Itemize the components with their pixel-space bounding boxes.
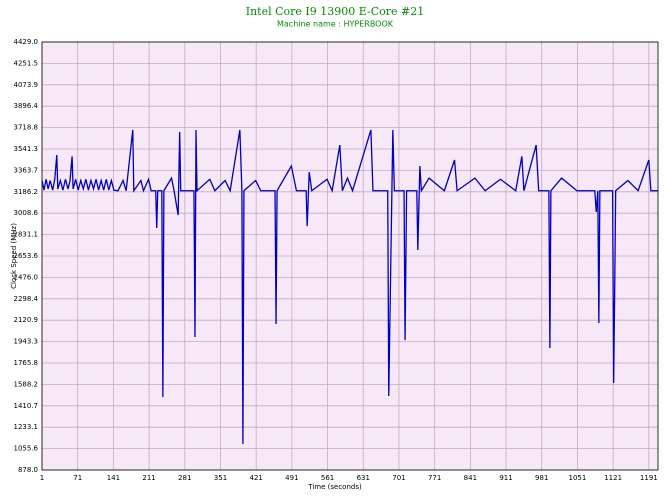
x-tick-label: 1 bbox=[40, 474, 44, 482]
y-tick-label: 3008.6 bbox=[14, 209, 39, 217]
chart-subtitle: Machine name : HYPERBOOK bbox=[277, 20, 394, 29]
y-tick-label: 1233.1 bbox=[14, 423, 39, 431]
x-axis-label: Time (seconds) bbox=[307, 483, 362, 491]
x-tick-label: 631 bbox=[357, 474, 370, 482]
chart-title: Intel Core I9 13900 E-Core #21 bbox=[246, 5, 424, 18]
y-tick-label: 3896.4 bbox=[14, 102, 39, 110]
y-tick-label: 3186.2 bbox=[14, 188, 39, 196]
x-tick-label: 421 bbox=[249, 474, 262, 482]
x-tick-label: 561 bbox=[321, 474, 334, 482]
x-tick-label: 281 bbox=[178, 474, 191, 482]
y-axis-label: Clock Speed (MHz) bbox=[10, 223, 18, 289]
x-tick-label: 841 bbox=[464, 474, 477, 482]
y-tick-label: 1588.2 bbox=[14, 380, 39, 388]
x-tick-label: 491 bbox=[285, 474, 298, 482]
x-tick-label: 1191 bbox=[640, 474, 658, 482]
y-tick-label: 1943.3 bbox=[14, 338, 39, 346]
x-tick-label: 71 bbox=[73, 474, 82, 482]
y-tick-label: 3541.3 bbox=[14, 145, 39, 153]
y-tick-label: 1765.8 bbox=[14, 359, 39, 367]
x-tick-label: 771 bbox=[428, 474, 441, 482]
y-tick-label: 2120.9 bbox=[14, 316, 39, 324]
x-tick-label: 911 bbox=[499, 474, 512, 482]
y-tick-label: 3718.8 bbox=[14, 124, 39, 132]
x-tick-label: 351 bbox=[214, 474, 227, 482]
y-tick-label: 2831.1 bbox=[14, 231, 39, 239]
x-tick-label: 1121 bbox=[604, 474, 622, 482]
y-tick-label: 878.0 bbox=[18, 466, 38, 474]
x-tick-label: 211 bbox=[142, 474, 155, 482]
y-tick-label: 4429.0 bbox=[14, 38, 39, 46]
y-tick-label: 2298.4 bbox=[14, 295, 39, 303]
plot-border bbox=[41, 41, 659, 471]
y-tick-label: 3363.7 bbox=[14, 166, 39, 174]
x-tick-label: 1051 bbox=[569, 474, 587, 482]
y-tick-label: 4251.5 bbox=[14, 59, 39, 67]
y-tick-label: 1055.6 bbox=[14, 445, 39, 453]
y-tick-label: 1410.7 bbox=[14, 402, 39, 410]
x-tick-label: 141 bbox=[107, 474, 120, 482]
x-tick-label: 981 bbox=[535, 474, 548, 482]
x-tick-label: 701 bbox=[392, 474, 405, 482]
y-tick-label: 4073.9 bbox=[14, 81, 39, 89]
y-tick-label: 2476.0 bbox=[14, 273, 39, 281]
y-tick-label: 2653.6 bbox=[14, 252, 39, 260]
